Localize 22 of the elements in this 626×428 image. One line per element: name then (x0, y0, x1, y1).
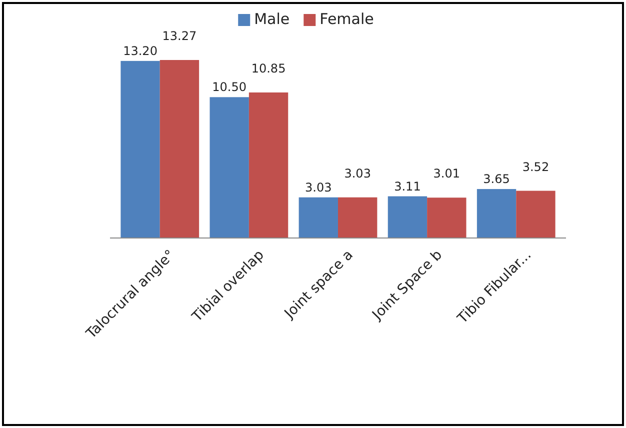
data-label: 13.20 (123, 44, 158, 58)
bar (388, 196, 428, 238)
data-label: 10.50 (212, 80, 247, 94)
data-label: 3.65 (483, 172, 510, 186)
data-label: 3.01 (433, 166, 460, 181)
bar (298, 197, 338, 238)
bar (427, 198, 466, 238)
legend-label: Male (254, 10, 290, 28)
data-label: 10.85 (251, 61, 286, 76)
data-label: 3.11 (394, 179, 421, 194)
bar (476, 189, 516, 238)
data-label: 3.52 (522, 160, 550, 174)
bar (338, 197, 378, 238)
legend-label: Female (320, 10, 374, 28)
bar (516, 190, 556, 238)
data-label: 13.27 (162, 29, 197, 43)
bar (210, 97, 249, 238)
bar (248, 92, 288, 238)
data-label: 3.03 (305, 180, 332, 194)
data-label: 3.03 (344, 166, 371, 180)
bar (160, 60, 200, 238)
bar (120, 60, 160, 238)
